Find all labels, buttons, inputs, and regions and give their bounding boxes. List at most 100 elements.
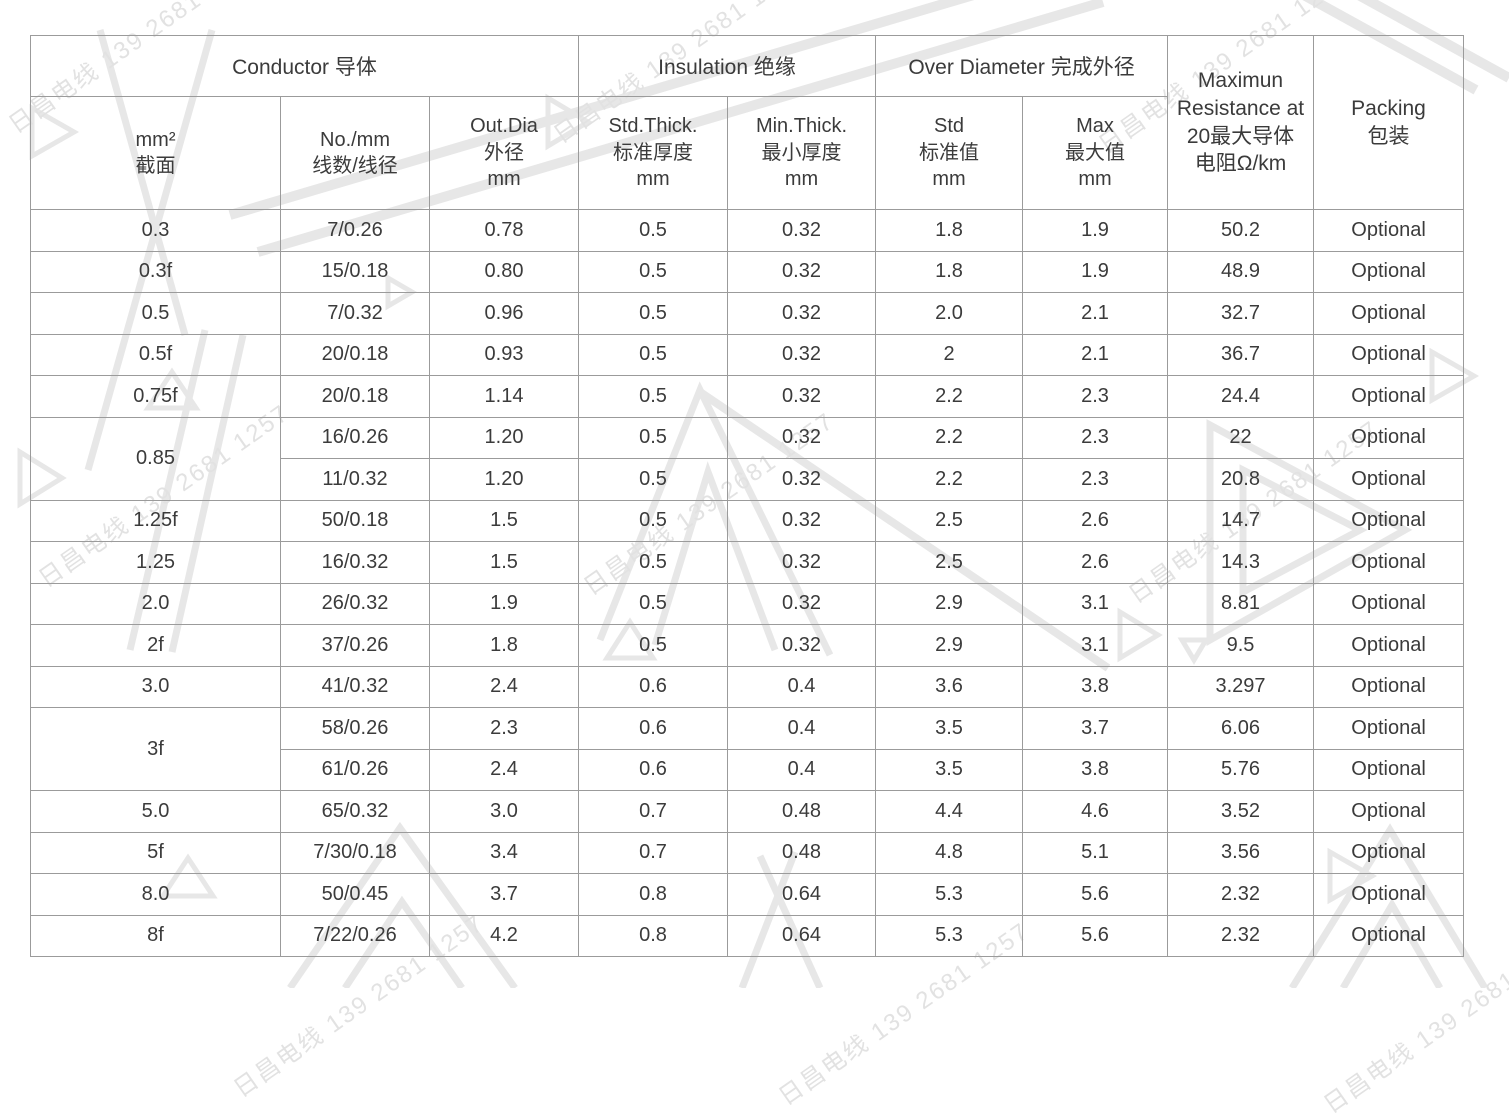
table-cell: Optional: [1313, 209, 1465, 252]
table-cell: 2.6: [1022, 541, 1169, 584]
table-row: 3.0 41/0.32 2.4 0.6 0.4 3.6 3.8 3.297 Optional: [30, 665, 1465, 708]
table-cell: 3.0: [30, 665, 281, 708]
table-cell: 0.48: [726, 831, 877, 874]
table-cell: 2.3: [1022, 416, 1169, 459]
table-cell: 0.32: [726, 499, 877, 542]
table-cell: 2.2: [875, 458, 1024, 501]
table-cell: 20.8: [1167, 458, 1315, 501]
table-cell: 2.3: [1022, 458, 1169, 501]
table-cell: Optional: [1313, 914, 1465, 957]
table-cell: 3.4: [429, 831, 579, 874]
table-cell: Optional: [1313, 250, 1465, 293]
table-cell: 14.3: [1167, 541, 1315, 584]
table-cell: 2.2: [875, 375, 1024, 418]
header-strands: No./mm 线数/线径: [280, 96, 430, 210]
header-size-mm2: mm² 截面: [30, 96, 281, 210]
table-cell: Optional: [1313, 499, 1465, 542]
table-cell: 0.7: [578, 790, 728, 833]
table-cell: 26/0.32: [280, 582, 430, 625]
table-cell: 0.5: [30, 292, 281, 335]
table-cell: 3.7: [429, 873, 579, 916]
table-cell: 7/0.26: [280, 209, 430, 252]
table-cell: 5.0: [30, 790, 281, 833]
table-cell: 2.9: [875, 582, 1024, 625]
spec-table: Conductor 导体 Insulation 绝缘 Over Diameter…: [30, 35, 1465, 957]
header-std-thick: Std.Thick. 标准厚度 mm: [578, 96, 728, 210]
spec-table-head: Conductor 导体 Insulation 绝缘 Over Diameter…: [30, 35, 1465, 210]
table-cell: Optional: [1313, 541, 1465, 584]
table-cell: Optional: [1313, 831, 1465, 874]
table-row: 5.0 65/0.32 3.0 0.7 0.48 4.4 4.6 3.52 Optional: [30, 790, 1465, 833]
table-cell: Optional: [1313, 624, 1465, 667]
table-cell: 20/0.18: [280, 375, 430, 418]
table-cell: 5.76: [1167, 748, 1315, 791]
table-cell: 14.7: [1167, 499, 1315, 542]
table-cell: 2.0: [875, 292, 1024, 335]
table-row: 2f 37/0.26 1.8 0.5 0.32 2.9 3.1 9.5 Optional: [30, 624, 1465, 667]
table-cell: 2.4: [429, 665, 579, 708]
table-cell: 5.6: [1022, 914, 1169, 957]
table-cell: 0.4: [726, 748, 877, 791]
table-cell: 1.5: [429, 499, 579, 542]
table-cell: 0.8: [578, 914, 728, 957]
table-cell: 48.9: [1167, 250, 1315, 293]
table-cell: 8f: [30, 914, 281, 957]
header-od-std: Std 标准值 mm: [875, 96, 1024, 210]
table-cell: 0.32: [726, 624, 877, 667]
table-cell: 0.5: [578, 541, 728, 584]
table-cell: 1.25f: [30, 499, 281, 542]
header-packing: Packing 包装: [1313, 35, 1465, 210]
table-cell: 2: [875, 333, 1024, 376]
table-cell: 3.5: [875, 707, 1024, 750]
table-cell: 0.32: [726, 375, 877, 418]
table-row: 1.25 16/0.32 1.5 0.5 0.32 2.5 2.6 14.3 Optional: [30, 541, 1465, 584]
table-cell: 2.32: [1167, 914, 1315, 957]
table-cell: 0.3f: [30, 250, 281, 293]
table-cell: 1.8: [875, 250, 1024, 293]
table-cell: 65/0.32: [280, 790, 430, 833]
table-cell: 4.2: [429, 914, 579, 957]
table-cell: 50.2: [1167, 209, 1315, 252]
table-cell: 4.6: [1022, 790, 1169, 833]
table-row: 2.0 26/0.32 1.9 0.5 0.32 2.9 3.1 8.81 Optional: [30, 582, 1465, 625]
header-max-resistance: Maximun Resistance at 20最大导体 电阻Ω/km: [1167, 35, 1315, 210]
table-cell: 1.9: [1022, 250, 1169, 293]
table-cell: 0.6: [578, 748, 728, 791]
table-cell: 2.4: [429, 748, 579, 791]
table-cell: 5.3: [875, 914, 1024, 957]
table-row: 1.25f 50/0.18 1.5 0.5 0.32 2.5 2.6 14.7 Optional: [30, 499, 1465, 542]
table-cell: 0.32: [726, 209, 877, 252]
table-cell: 4.8: [875, 831, 1024, 874]
table-row: 8.0 50/0.45 3.7 0.8 0.64 5.3 5.6 2.32 Optional: [30, 873, 1465, 916]
table-cell: Optional: [1313, 333, 1465, 376]
table-row: 0.3 7/0.26 0.78 0.5 0.32 1.8 1.9 50.2 Optional: [30, 209, 1465, 252]
table-cell: 0.5: [578, 458, 728, 501]
table-cell: 1.8: [875, 209, 1024, 252]
table-cell: 3.297: [1167, 665, 1315, 708]
table-cell: 3.56: [1167, 831, 1315, 874]
table-cell: 1.9: [429, 582, 579, 625]
table-cell: 0.8: [578, 873, 728, 916]
table-cell: 0.96: [429, 292, 579, 335]
table-cell: 1.14: [429, 375, 579, 418]
table-cell: 0.6: [578, 707, 728, 750]
table-cell: 7/0.32: [280, 292, 430, 335]
sub-header-row: mm² 截面 No./mm 线数/线径 Out.Dia 外径 mm Std.Th…: [30, 96, 1464, 210]
table-cell: 2f: [30, 624, 281, 667]
table-cell: 0.32: [726, 541, 877, 584]
table-cell: 11/0.32: [280, 458, 430, 501]
table-cell: 2.6: [1022, 499, 1169, 542]
table-cell: Optional: [1313, 375, 1465, 418]
table-cell: 0.6: [578, 665, 728, 708]
table-cell: 0.5: [578, 416, 728, 459]
table-cell: 5f: [30, 831, 281, 874]
table-cell: 2.5: [875, 499, 1024, 542]
table-cell: 0.4: [726, 665, 877, 708]
table-cell: 0.7: [578, 831, 728, 874]
table-cell: 0.80: [429, 250, 579, 293]
table-cell: 0.32: [726, 582, 877, 625]
table-cell: 5.6: [1022, 873, 1169, 916]
table-cell: 20/0.18: [280, 333, 430, 376]
table-cell: 3.7: [1022, 707, 1169, 750]
table-cell: 58/0.26: [280, 707, 430, 750]
